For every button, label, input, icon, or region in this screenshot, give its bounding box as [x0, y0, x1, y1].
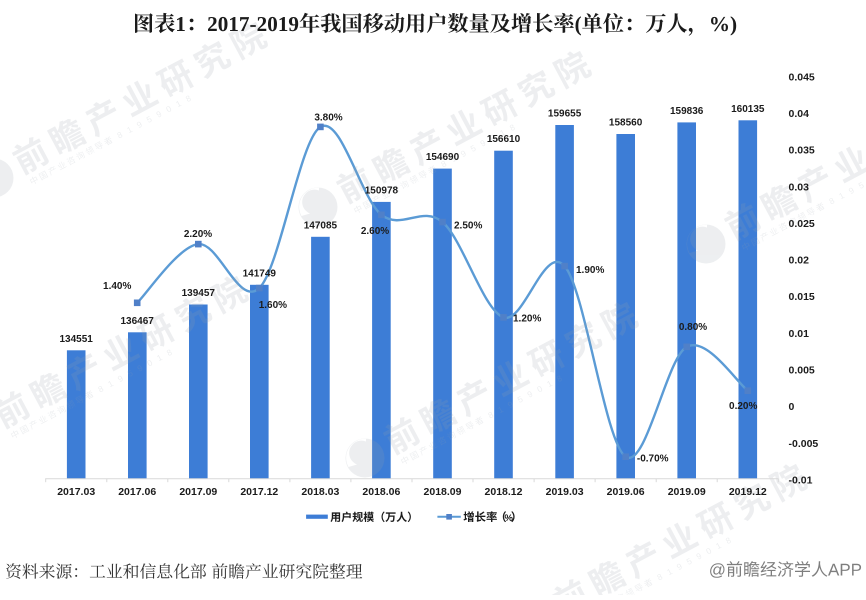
svg-text:134551: 134551: [60, 334, 94, 345]
svg-text:0.005: 0.005: [789, 365, 815, 377]
svg-text:160135: 160135: [731, 104, 765, 115]
svg-text:0.035: 0.035: [789, 145, 815, 157]
svg-text:2018.03: 2018.03: [301, 486, 339, 498]
svg-text:0.045: 0.045: [789, 71, 815, 83]
svg-text:139457: 139457: [182, 288, 216, 299]
svg-text:1.20%: 1.20%: [513, 314, 541, 325]
svg-text:147085: 147085: [304, 220, 338, 231]
svg-text:136467: 136467: [121, 316, 155, 327]
svg-text:0.025: 0.025: [789, 218, 815, 230]
svg-text:2.60%: 2.60%: [361, 226, 389, 237]
svg-text:3.80%: 3.80%: [314, 113, 342, 124]
svg-text:2019.12: 2019.12: [729, 486, 767, 498]
svg-text:2017.12: 2017.12: [240, 486, 278, 498]
svg-text:-0.005: -0.005: [789, 438, 819, 450]
svg-text:0: 0: [789, 401, 795, 413]
svg-text:-0.01: -0.01: [789, 475, 813, 487]
svg-text:2.20%: 2.20%: [184, 229, 212, 240]
svg-text:2018.12: 2018.12: [485, 486, 523, 498]
svg-text:-0.70%: -0.70%: [637, 454, 669, 465]
svg-text:0.02: 0.02: [789, 255, 810, 267]
svg-text:2018.06: 2018.06: [362, 486, 400, 498]
svg-text:150978: 150978: [365, 185, 399, 196]
svg-text:1.60%: 1.60%: [259, 300, 287, 311]
svg-text:154690: 154690: [426, 152, 460, 163]
svg-text:2017.09: 2017.09: [179, 486, 217, 498]
svg-text:2019.09: 2019.09: [668, 486, 706, 498]
svg-text:141749: 141749: [243, 268, 277, 279]
svg-text:0.04: 0.04: [789, 108, 810, 120]
svg-text:2017.03: 2017.03: [57, 486, 95, 498]
svg-text:2019.06: 2019.06: [607, 486, 645, 498]
svg-text:156610: 156610: [487, 134, 521, 145]
svg-text:2018.09: 2018.09: [424, 486, 462, 498]
svg-text:0.03: 0.03: [789, 181, 810, 193]
svg-text:159836: 159836: [670, 106, 704, 117]
svg-text:0.015: 0.015: [789, 291, 815, 303]
svg-text:158560: 158560: [609, 118, 643, 129]
svg-text:0.80%: 0.80%: [679, 322, 707, 333]
svg-text:0.01: 0.01: [789, 328, 810, 340]
svg-text:2.50%: 2.50%: [454, 221, 482, 232]
svg-text:2019.03: 2019.03: [546, 486, 584, 498]
svg-text:1.90%: 1.90%: [576, 265, 604, 276]
svg-text:2017.06: 2017.06: [118, 486, 156, 498]
svg-text:0.20%: 0.20%: [729, 401, 757, 412]
svg-text:159655: 159655: [548, 109, 582, 120]
svg-text:1.40%: 1.40%: [103, 281, 131, 292]
